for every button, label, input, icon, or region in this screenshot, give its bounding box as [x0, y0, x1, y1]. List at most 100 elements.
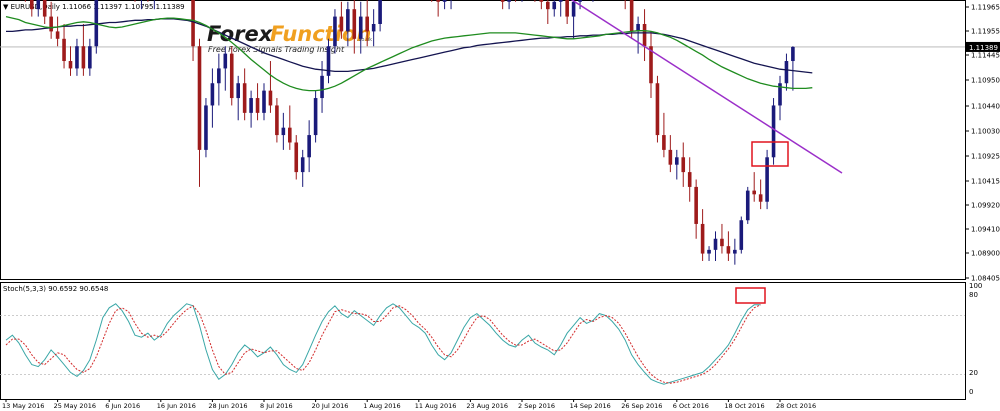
- candle-body: [629, 0, 634, 32]
- candle-body: [255, 98, 260, 113]
- candle-body: [223, 53, 228, 69]
- stoch-tick-label: 0: [969, 388, 973, 396]
- price-tick-label: 1.10925: [971, 153, 1000, 161]
- candle-body: [668, 149, 673, 165]
- candle-body: [642, 23, 647, 47]
- time-tick-label: 18 Oct 2016: [724, 402, 764, 410]
- candle-body: [204, 105, 208, 150]
- price-tick-label: 1.10440: [971, 103, 1000, 111]
- candle-body: [507, 0, 511, 2]
- candle-body: [333, 16, 337, 47]
- price-axis: 1.11965 1.11955 1.11445 1.10950 1.10440 1.100…: [965, 4, 1000, 283]
- candle-body: [242, 83, 247, 113]
- stoch-signal-line: [5, 304, 761, 384]
- time-axis: 13 May 2016 25 May 2016 6 Jun 2016 16 Jun 2…: [2, 399, 816, 410]
- time-tick-label: 11 Aug 2016: [415, 402, 457, 410]
- stoch-panel-frame: [0, 282, 966, 400]
- annotations: [570, 0, 843, 174]
- candle-body: [313, 98, 318, 136]
- candle-body: [758, 194, 763, 202]
- candle-body: [68, 61, 73, 69]
- stoch-header: Stoch(5,3,3) 90.6592 90.6548: [3, 285, 108, 293]
- candle-body: [752, 190, 756, 195]
- logo-domain: .co.uk: [357, 37, 372, 43]
- time-tick-label: 14 Sep 2016: [570, 402, 611, 410]
- candle-body: [294, 142, 299, 173]
- candle-body: [81, 46, 86, 69]
- stoch-tick-label: 100: [969, 282, 982, 290]
- time-tick-label: 26 Sep 2016: [621, 402, 662, 410]
- candle-body: [436, 0, 440, 2]
- candle-body: [371, 23, 376, 32]
- candle-body: [326, 46, 331, 76]
- candles: [24, 0, 795, 265]
- candle-body: [765, 157, 769, 202]
- candle-body: [707, 249, 711, 254]
- candle-body: [649, 46, 653, 84]
- stoch-main-line: [5, 303, 761, 385]
- candle-body: [365, 16, 369, 32]
- candle-body: [346, 9, 350, 32]
- candle-body: [94, 0, 99, 47]
- time-tick-label: 28 Oct 2016: [776, 402, 816, 410]
- candle-body: [546, 1, 550, 10]
- logo-tagline: Free Forex Signals Trading Insight: [208, 45, 345, 54]
- candle-body: [565, 0, 569, 17]
- candle-body: [30, 0, 34, 10]
- candle-body: [55, 31, 60, 39]
- candle-body: [49, 16, 53, 32]
- candle-body: [720, 238, 724, 247]
- candle-body: [558, 0, 563, 2]
- candle-body: [320, 75, 324, 99]
- time-tick-label: 1 Aug 2016: [363, 402, 401, 410]
- candle-body: [307, 135, 311, 158]
- price-tick-label: 1.11445: [971, 52, 1000, 60]
- candle-body: [378, 0, 382, 24]
- candle-body: [726, 246, 731, 254]
- price-tick-label: 1.11955: [971, 28, 1000, 36]
- price-tick-label: 1.10950: [971, 77, 1000, 85]
- time-tick-label: 25 May 2016: [54, 402, 96, 410]
- time-tick-label: 8 Jul 2016: [260, 402, 293, 410]
- time-tick-label: 6 Oct 2016: [673, 402, 709, 410]
- candle-body: [681, 157, 686, 173]
- candle-body: [571, 1, 576, 17]
- candle-body: [700, 223, 705, 254]
- candle-body: [352, 9, 357, 39]
- current-price-label: 1.11389: [969, 44, 998, 52]
- ma-slow-line: [6, 18, 813, 74]
- candle-body: [191, 0, 195, 47]
- candle-body: [733, 249, 737, 254]
- time-tick-label: 2 Sep 2016: [518, 402, 555, 410]
- candle-body: [784, 61, 789, 84]
- price-tick-label: 1.10030: [971, 128, 1000, 136]
- candle-body: [552, 1, 557, 10]
- candle-body: [217, 68, 221, 84]
- candle-body: [36, 0, 41, 10]
- candle-body: [655, 83, 660, 136]
- stoch-tick-label: 80: [969, 291, 978, 299]
- candle-body: [249, 98, 253, 113]
- candle-body: [687, 172, 692, 187]
- moving-averages: [5, 15, 813, 92]
- candle-body: [791, 46, 795, 62]
- candle-body: [739, 220, 744, 250]
- candle-body: [210, 83, 215, 106]
- candle-body: [275, 105, 279, 136]
- price-tick-label: 1.10415: [971, 178, 1000, 186]
- highlight-box-price: [751, 141, 789, 167]
- candle-body: [713, 238, 718, 250]
- candle-body: [771, 105, 776, 158]
- time-tick-label: 6 Jun 2016: [105, 402, 140, 410]
- price-tick-label: 1.08405: [971, 275, 1000, 283]
- highlight-box-stoch: [735, 287, 766, 304]
- candle-body: [281, 127, 286, 136]
- price-tick-label: 1.09920: [971, 202, 1000, 210]
- candle-body: [745, 190, 750, 221]
- candle-body: [578, 0, 582, 2]
- symbol-header: ▼ EURUSD,Daily 1.11066 1.11397 1.10795 1…: [3, 3, 185, 11]
- time-tick-label: 13 May 2016: [2, 402, 44, 410]
- candle-body: [500, 0, 505, 2]
